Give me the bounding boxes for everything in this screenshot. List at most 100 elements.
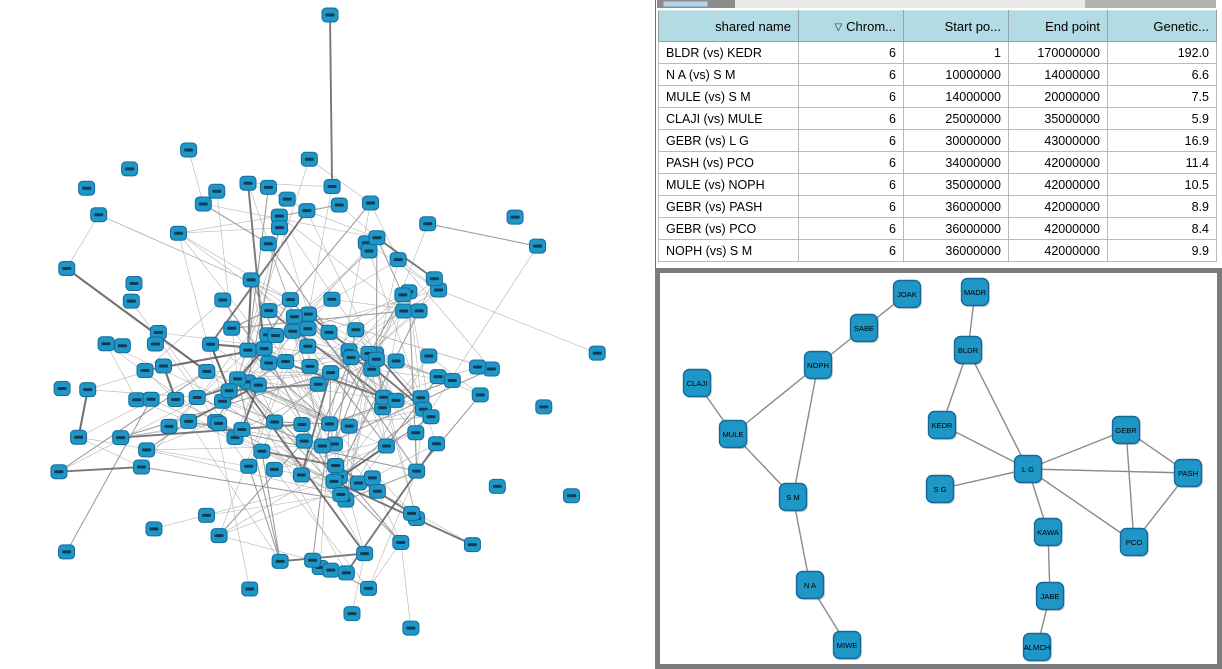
- scrollbar-thumb[interactable]: [663, 1, 708, 7]
- network-node[interactable]: [395, 303, 413, 319]
- column-header[interactable]: ▽ Chrom...: [798, 10, 904, 42]
- network-node[interactable]: N A: [795, 570, 826, 601]
- network-node[interactable]: [233, 422, 251, 438]
- network-node[interactable]: [360, 580, 378, 596]
- network-node[interactable]: KEDR: [927, 410, 958, 441]
- network-node[interactable]: [154, 358, 172, 374]
- network-node[interactable]: [342, 350, 360, 366]
- network-node[interactable]: GEBR: [1111, 415, 1142, 446]
- network-node[interactable]: [337, 565, 355, 581]
- table-row[interactable]: MULE (vs) S M 6 14000000 20000000 7.5: [658, 85, 1217, 108]
- network-node[interactable]: [363, 470, 381, 486]
- network-node[interactable]: [239, 175, 257, 191]
- network-node[interactable]: ALMCH: [1022, 632, 1053, 663]
- network-node[interactable]: [271, 220, 289, 236]
- network-node[interactable]: [488, 478, 506, 494]
- table-row[interactable]: BLDR (vs) KEDR 6 1 170000000 192.0: [658, 41, 1217, 64]
- network-node[interactable]: [239, 342, 257, 358]
- network-node[interactable]: [327, 457, 345, 473]
- network-node[interactable]: [125, 275, 143, 291]
- network-node[interactable]: PASH: [1173, 458, 1204, 489]
- network-edge[interactable]: [792, 496, 811, 586]
- column-header[interactable]: End point: [1008, 10, 1108, 42]
- network-node[interactable]: [298, 203, 316, 219]
- network-node[interactable]: [463, 537, 481, 553]
- network-node[interactable]: [220, 383, 238, 399]
- network-node[interactable]: [356, 546, 374, 562]
- network-node[interactable]: [360, 243, 378, 259]
- network-node[interactable]: [482, 361, 500, 377]
- network-node[interactable]: [367, 351, 385, 367]
- network-node[interactable]: [253, 443, 271, 459]
- network-node[interactable]: [410, 303, 428, 319]
- network-node[interactable]: [180, 142, 198, 158]
- network-edge[interactable]: [1027, 468, 1189, 474]
- network-node[interactable]: [285, 309, 303, 325]
- network-node[interactable]: [343, 606, 361, 622]
- network-node[interactable]: [281, 292, 299, 308]
- network-node[interactable]: [425, 271, 443, 287]
- network-node[interactable]: [242, 272, 260, 288]
- network-node[interactable]: [266, 414, 284, 430]
- network-node[interactable]: [259, 179, 277, 195]
- network-node[interactable]: L G: [1013, 454, 1044, 485]
- table-row[interactable]: PASH (vs) PCO 6 34000000 42000000 11.4: [658, 151, 1217, 174]
- network-node[interactable]: [407, 425, 425, 441]
- network-node[interactable]: [188, 390, 206, 406]
- network-edge[interactable]: [1027, 468, 1135, 543]
- network-node[interactable]: [271, 553, 289, 569]
- network-node[interactable]: [368, 230, 386, 246]
- network-node[interactable]: [387, 353, 405, 369]
- network-node[interactable]: [142, 391, 160, 407]
- network-node[interactable]: [392, 534, 410, 550]
- network-node[interactable]: [194, 196, 212, 212]
- network-node[interactable]: [58, 544, 76, 560]
- network-node[interactable]: [202, 336, 220, 352]
- network-node[interactable]: [529, 238, 547, 254]
- table-row[interactable]: GEBR (vs) PASH 6 36000000 42000000 8.9: [658, 195, 1217, 218]
- network-node[interactable]: [419, 216, 437, 232]
- table-row[interactable]: NOPH (vs) S M 6 36000000 42000000 9.9: [658, 239, 1217, 262]
- network-node[interactable]: [563, 488, 581, 504]
- network-node[interactable]: [128, 392, 146, 408]
- network-edge[interactable]: [939, 468, 1029, 490]
- network-node[interactable]: [241, 581, 259, 597]
- network-node[interactable]: MIWE: [832, 630, 863, 661]
- network-node[interactable]: [362, 195, 380, 211]
- network-node[interactable]: [588, 345, 606, 361]
- network-node[interactable]: [422, 409, 440, 425]
- column-header[interactable]: Start po...: [903, 10, 1009, 42]
- network-node[interactable]: [340, 418, 358, 434]
- network-node[interactable]: [198, 507, 216, 523]
- network-node[interactable]: [198, 364, 216, 380]
- column-header[interactable]: Genetic...: [1107, 10, 1217, 42]
- network-node[interactable]: [223, 320, 241, 336]
- horizontal-scrollbar[interactable]: [657, 0, 1216, 8]
- network-edge[interactable]: [1027, 429, 1127, 470]
- network-node[interactable]: [347, 322, 365, 338]
- network-node[interactable]: [301, 358, 319, 374]
- network-node[interactable]: [325, 473, 343, 489]
- network-node[interactable]: [387, 392, 405, 408]
- network-node[interactable]: [267, 328, 285, 344]
- network-node[interactable]: [145, 521, 163, 537]
- network-node[interactable]: [112, 430, 130, 446]
- network-node[interactable]: [374, 389, 392, 405]
- network-edge[interactable]: [1125, 429, 1135, 543]
- network-node[interactable]: [368, 483, 386, 499]
- network-node[interactable]: [249, 377, 267, 393]
- network-node[interactable]: JABE: [1035, 581, 1066, 612]
- network-node[interactable]: [402, 620, 420, 636]
- network-node[interactable]: [53, 381, 71, 397]
- table-row[interactable]: GEBR (vs) PCO 6 36000000 42000000 8.4: [658, 217, 1217, 240]
- network-node[interactable]: [295, 433, 313, 449]
- network-node[interactable]: [420, 348, 438, 364]
- network-node[interactable]: [50, 464, 68, 480]
- network-node[interactable]: [320, 324, 338, 340]
- network-node[interactable]: [428, 436, 446, 452]
- network-node[interactable]: [321, 7, 339, 23]
- network-node[interactable]: [214, 292, 232, 308]
- network-node[interactable]: [260, 303, 278, 319]
- network-node[interactable]: [349, 475, 367, 491]
- network-node[interactable]: S M: [778, 482, 809, 513]
